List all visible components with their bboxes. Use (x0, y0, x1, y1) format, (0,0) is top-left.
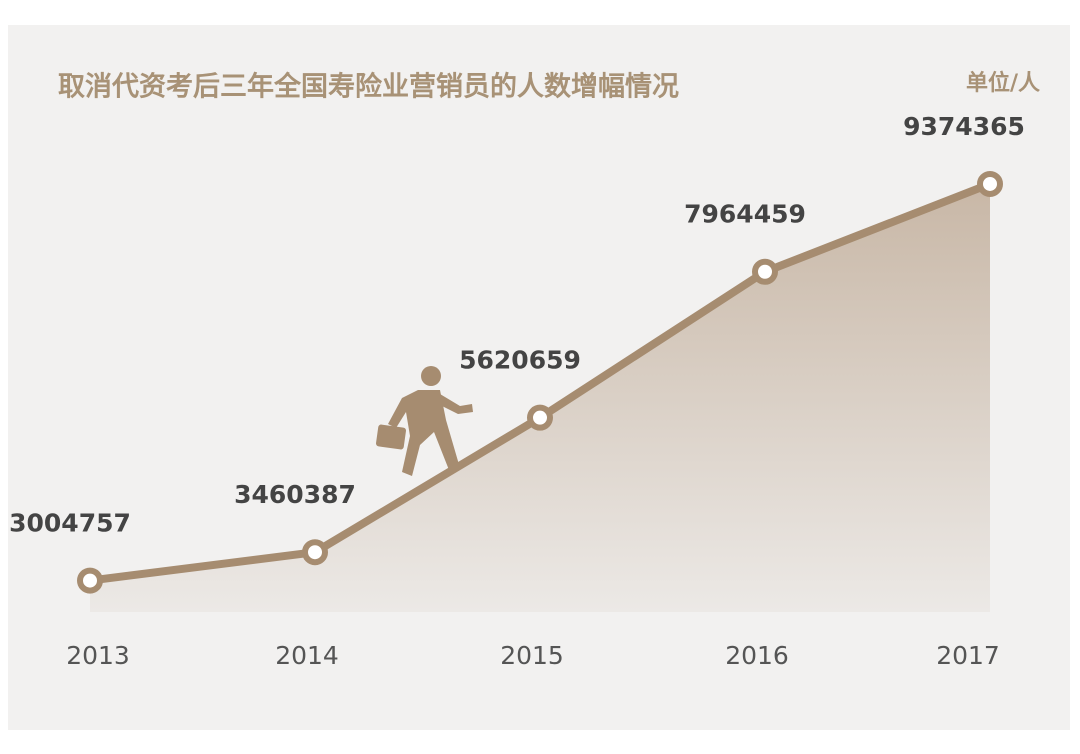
x-tick-label: 2017 (936, 641, 1000, 670)
value-label: 5620659 (459, 346, 581, 375)
area (90, 183, 990, 612)
point (527, 404, 553, 431)
x-tick-label: 2013 (66, 641, 130, 670)
x-tick-label: 2016 (725, 641, 789, 670)
walking-man-icon (375, 366, 473, 476)
point (752, 258, 778, 285)
unit-label: 单位/人 (966, 70, 1040, 96)
x-tick-label: 2014 (275, 641, 339, 670)
point (977, 170, 1003, 197)
point (77, 567, 103, 594)
x-tick-label: 2015 (500, 641, 564, 670)
point (302, 539, 328, 566)
value-label: 3460387 (234, 480, 356, 509)
value-label: 9374365 (903, 112, 1025, 141)
value-label: 7964459 (684, 200, 806, 229)
value-label: 3004757 (9, 509, 131, 538)
chart-title: 取消代资考后三年全国寿险业营销员的人数增幅情况 (58, 71, 679, 103)
